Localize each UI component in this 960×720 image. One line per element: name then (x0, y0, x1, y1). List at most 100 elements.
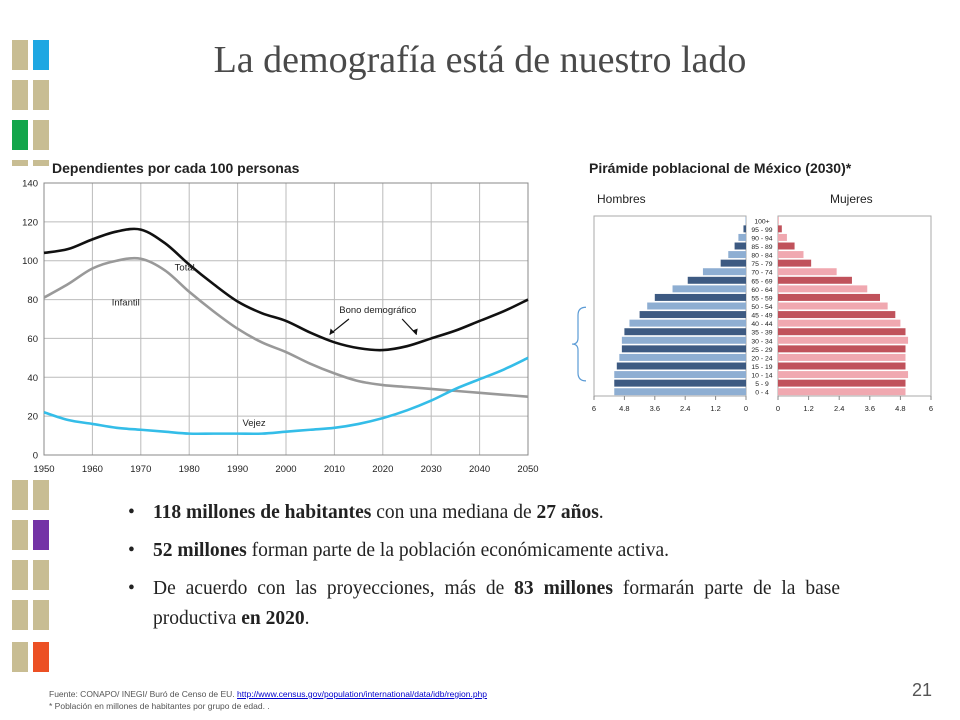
x-tick-label-right: 1.2 (803, 404, 813, 413)
bar-mujeres (778, 362, 906, 370)
annotation-arrowhead (329, 328, 335, 335)
y-tick-label: 140 (22, 179, 38, 190)
decor-square (12, 560, 28, 590)
age-group-label: 20 - 24 (751, 355, 772, 362)
age-group-label: 50 - 54 (751, 304, 772, 311)
bullet-bold-text: en (241, 608, 261, 629)
bar-mujeres (778, 345, 906, 353)
decor-square (33, 40, 49, 70)
source-text: Fuente: CONAPO/ INEGI/ Buró de Censo de … (49, 689, 238, 699)
bar-mujeres (778, 388, 906, 396)
x-tick-label: 2000 (275, 464, 296, 475)
bar-hombres (614, 371, 746, 379)
grid-lines (43, 182, 529, 456)
bar-mujeres (778, 259, 812, 267)
age-group-label: 25 - 29 (751, 347, 772, 354)
x-tick-label-left: 4.8 (619, 404, 629, 413)
bullet-marker: • (128, 578, 135, 599)
source-link[interactable]: http://www.census.gov/population/interna… (237, 689, 488, 699)
bar-mujeres (778, 233, 787, 241)
bullet-bold-text: 83 millones (514, 578, 613, 599)
x-tick-label: 1980 (179, 464, 200, 475)
bullet-text: con una mediana de (371, 502, 537, 523)
legend-mujeres: Mujeres (830, 192, 873, 206)
legend-hombres: Hombres (597, 192, 646, 206)
bullet-marker: • (128, 502, 135, 523)
bullet-bold-text: 52 millones (153, 540, 247, 561)
y-tick-label: 120 (22, 217, 38, 228)
decor-square (12, 642, 28, 672)
series-line-vejez (43, 356, 529, 436)
bar-mujeres (778, 319, 901, 327)
bar-mujeres (778, 285, 868, 293)
x-tick-label-right: 0 (776, 404, 780, 413)
bullet-list: • 118 millones de habitantes con una medi… (128, 498, 840, 642)
y-tick-label: 80 (27, 295, 38, 306)
age-group-label: 75 - 79 (751, 261, 772, 268)
y-tick-label: 60 (27, 334, 38, 345)
age-group-label: 70 - 74 (751, 270, 772, 277)
bullet-text: formarán parte de la base productiva (153, 578, 841, 629)
annotation-label: Bono demográfico (339, 305, 416, 316)
x-tick-label: 1960 (82, 464, 103, 475)
bar-hombres (621, 336, 746, 344)
decor-square (33, 160, 49, 166)
pyramid-chart-title: Pirámide poblacional de México (2030)* (589, 160, 852, 176)
bar-hombres (619, 353, 746, 361)
bullet-text: . (304, 608, 310, 629)
age-group-label: 5 - 9 (755, 381, 769, 388)
y-tick-label: 100 (22, 256, 38, 267)
working-age-bracket (571, 306, 587, 382)
age-group-label: 45 - 49 (751, 313, 772, 320)
series-label: Vejez (242, 418, 265, 429)
bar-hombres (687, 276, 746, 284)
x-tick-label: 1970 (130, 464, 151, 475)
bar-hombres (639, 311, 746, 319)
y-tick-label: 40 (27, 373, 38, 384)
x-tick-label-left: 2.4 (680, 404, 690, 413)
decor-square (33, 520, 49, 550)
bullet-text: forman parte de la población económicame… (246, 540, 670, 561)
bar-hombres (654, 293, 746, 301)
x-tick-label: 2020 (372, 464, 393, 475)
dependency-chart-title: Dependientes por cada 100 personas (52, 160, 300, 176)
age-group-label: 30 - 34 (751, 338, 772, 345)
decor-square (12, 480, 28, 510)
series-line-infantil (43, 256, 529, 399)
y-tick-label: 20 (27, 412, 38, 423)
x-tick-label-right: 2.4 (834, 404, 844, 413)
bar-hombres (647, 302, 746, 310)
bar-mujeres (778, 353, 906, 361)
x-tick-label: 2050 (517, 464, 538, 475)
decor-square (33, 600, 49, 630)
x-tick-label-left: 6 (592, 404, 596, 413)
bullet-bold-text: 118 millones de habitantes (153, 502, 372, 523)
bar-mujeres (778, 379, 906, 387)
x-tick-label-left: 3.6 (650, 404, 660, 413)
age-group-label: 0 - 4 (755, 390, 769, 397)
age-group-label: 40 - 44 (751, 321, 772, 328)
footer-source: Fuente: CONAPO/ INEGI/ Buró de Censo de … (49, 688, 487, 712)
age-group-label: 85 - 89 (751, 244, 772, 251)
bar-mujeres (778, 293, 880, 301)
age-group-label: 35 - 39 (751, 330, 772, 337)
series-line-total (43, 227, 529, 352)
age-group-label: 95 - 99 (751, 227, 772, 234)
bar-mujeres (778, 328, 906, 336)
bar-hombres (734, 242, 746, 250)
x-tick-label-right: 4.8 (895, 404, 905, 413)
bullet-item: • 52 millones forman parte de la població… (128, 536, 840, 566)
bar-mujeres (778, 216, 779, 224)
plot-frame (43, 182, 529, 456)
age-group-label: 60 - 64 (751, 287, 772, 294)
decor-square (12, 600, 28, 630)
annotation-arrowhead (412, 328, 418, 335)
bar-mujeres (778, 302, 888, 310)
bar-hombres (738, 233, 746, 241)
x-tick-label-left: 1.2 (710, 404, 720, 413)
bullet-item: • De acuerdo con las proyecciones, más de… (128, 574, 840, 634)
decor-square (33, 480, 49, 510)
bar-hombres (672, 285, 746, 293)
